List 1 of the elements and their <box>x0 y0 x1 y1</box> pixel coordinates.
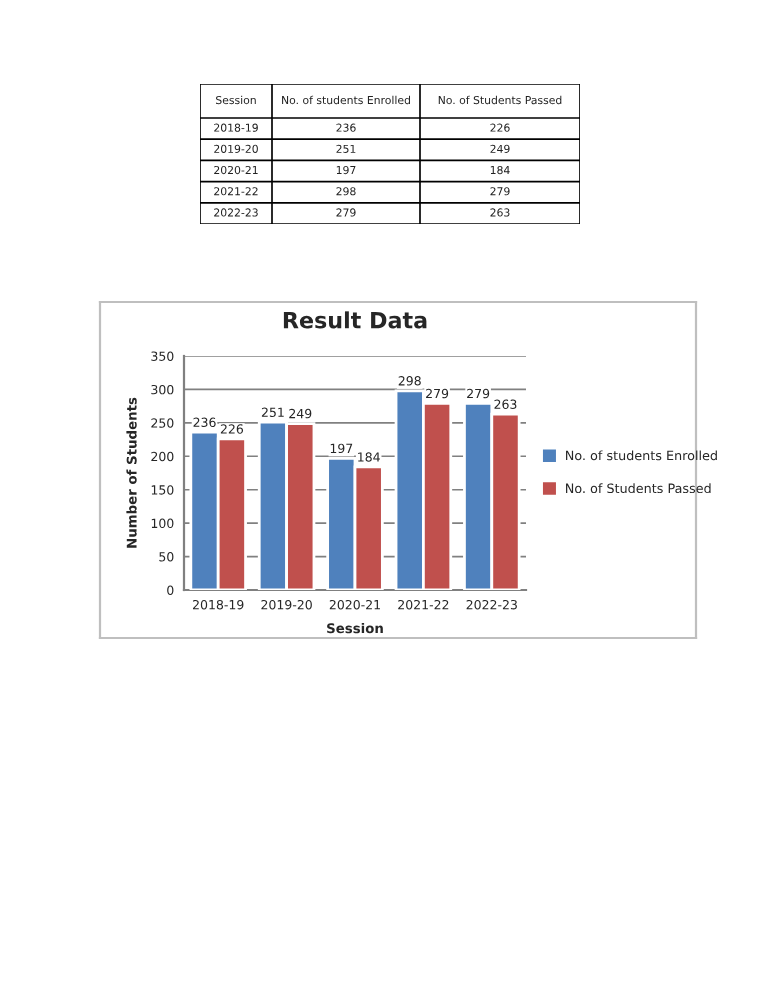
chart-title: Result Data <box>283 311 427 329</box>
